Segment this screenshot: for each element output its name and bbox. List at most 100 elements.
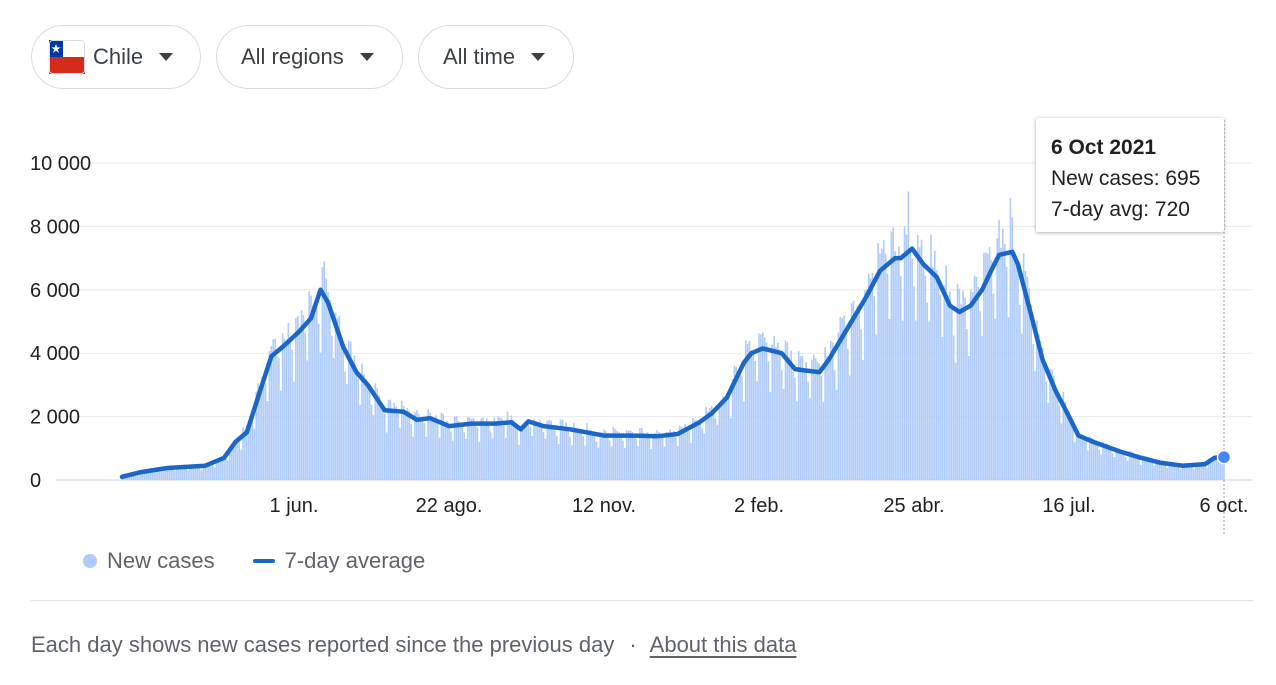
time-range-label: All time [443,44,516,69]
new-cases-bar [402,405,405,480]
new-cases-bar [425,436,428,480]
new-cases-bar [858,305,860,480]
new-cases-bar [397,413,399,480]
new-cases-bar [348,340,350,480]
new-cases-bar [302,315,305,480]
new-cases-bar [669,429,671,480]
new-cases-bar [1058,405,1061,480]
new-cases-bar [368,385,371,480]
new-cases-bar [775,346,777,480]
new-cases-bar [939,294,942,480]
new-cases-bar [1194,462,1197,480]
new-cases-bar [735,366,738,480]
new-cases-bar [675,437,677,480]
chile-flag-icon [49,40,85,74]
new-cases-bar [1209,457,1212,480]
new-cases-bar [399,427,401,480]
new-cases-bar [712,413,715,480]
x-tick-label: 6 oct. [1200,495,1249,517]
new-cases-bar [300,310,303,480]
new-cases-bar [385,432,388,480]
new-cases-bar [648,437,651,480]
region-dropdown[interactable]: All regions [216,25,403,89]
caret-down-icon [159,53,174,61]
new-cases-bar [1062,391,1065,480]
divider [31,600,1253,601]
new-cases-bar [1036,321,1038,480]
new-cases-bar [1087,450,1089,480]
new-cases-bar [884,253,887,480]
new-cases-bar [232,442,235,480]
new-cases-bar [644,433,647,480]
new-cases-bar [230,444,233,480]
new-cases-bar [595,441,598,480]
new-cases-bar [814,358,817,480]
new-cases-bar [196,465,199,480]
new-cases-bar [380,405,382,480]
cases-chart[interactable]: 0 2 000 4 000 6 000 8 000 10 000 1 jun. 22 ago.… [0,100,1276,540]
new-cases-bar [521,425,524,480]
new-cases-bar [680,426,683,480]
new-cases-bar [525,423,528,480]
new-cases-bar [610,446,613,480]
new-cases-bar [215,459,218,480]
new-cases-bar [729,418,732,480]
new-cases-bar [544,438,547,480]
new-cases-bar [998,219,1000,480]
new-cases-bar [170,467,172,480]
bars-layer [121,191,1225,480]
new-cases-bar [206,463,208,480]
new-cases-bar [255,391,258,480]
y-tick-label: 6 000 [30,280,80,302]
new-cases-bar [1189,464,1191,480]
new-cases-bar [1130,451,1133,480]
new-cases-bar [843,315,845,480]
new-cases-bar [176,465,178,480]
new-cases-bar [1051,369,1053,480]
new-cases-bar [1128,450,1131,480]
new-cases-bar [423,423,426,480]
new-cases-bar [1107,445,1110,480]
new-cases-bar [633,433,636,480]
new-cases-bar [185,468,188,480]
new-cases-bar [941,337,944,480]
new-cases-bar [219,457,222,480]
new-cases-bar [1174,464,1176,480]
new-cases-bar [1079,435,1082,480]
about-data-link[interactable]: About this data [649,632,797,657]
new-cases-bar [552,424,554,480]
new-cases-bar [287,323,290,480]
new-cases-bar [709,407,711,480]
new-cases-bar [497,416,499,480]
new-cases-bar [223,457,225,480]
new-cases-bar [421,416,424,480]
new-cases-bar [701,428,704,480]
new-cases-bar [886,273,889,480]
time-range-dropdown[interactable]: All time [418,25,574,89]
new-cases-bar [227,460,229,480]
country-dropdown[interactable]: Chile [31,25,201,89]
new-cases-bar [916,235,919,480]
new-cases-bar [597,447,600,480]
new-cases-bar [228,447,231,480]
new-cases-bar [179,466,182,480]
new-cases-bar [576,429,579,480]
new-cases-bar [945,265,947,480]
new-cases-bar [629,430,632,480]
new-cases-bar [618,432,620,480]
new-cases-bar [533,419,535,480]
footer-separator: · [629,632,637,657]
new-cases-bar [658,432,660,480]
new-cases-bar [499,417,501,480]
new-cases-bar [985,252,987,480]
new-cases-bar [782,388,785,480]
new-cases-bar [726,393,728,480]
new-cases-bar [811,359,813,480]
new-cases-bar [296,315,299,480]
new-cases-bar [1090,438,1093,480]
new-cases-bar [794,377,796,480]
new-cases-bar [1054,388,1057,480]
new-cases-bar [427,408,430,480]
new-cases-bar [1083,436,1085,480]
new-cases-bar [336,318,339,480]
